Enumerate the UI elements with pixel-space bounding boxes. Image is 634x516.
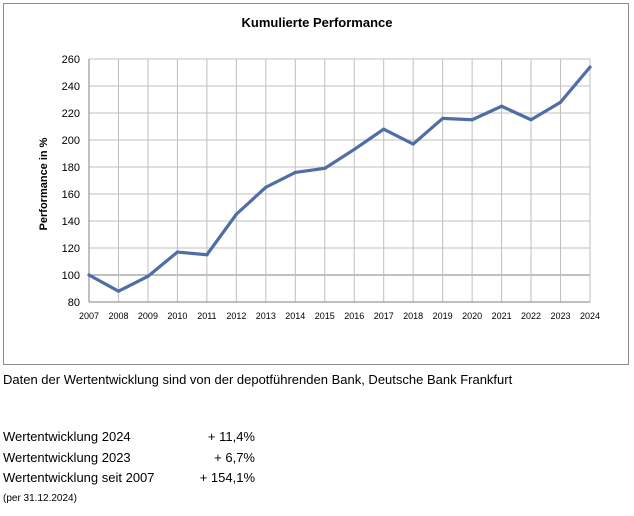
x-tick-label: 2013 (256, 311, 276, 321)
data-point (382, 127, 386, 131)
data-point (441, 116, 445, 120)
y-tick-label: 220 (62, 108, 80, 120)
x-tick-label: 2014 (285, 311, 305, 321)
x-tick-label: 2023 (551, 311, 571, 321)
stat-row-since-2007: Wertentwicklung seit 2007 + 154,1% (3, 470, 255, 488)
y-axis-label: Performance in % (38, 137, 50, 230)
series-line (87, 65, 592, 293)
data-point (529, 118, 533, 122)
x-tick-label: 2012 (226, 311, 246, 321)
stat-row-2024: Wertentwicklung 2024 + 11,4% (3, 429, 255, 447)
x-tick-label: 2010 (167, 311, 187, 321)
stat-label: Wertentwicklung 2023 (3, 450, 131, 465)
x-tick-label: 2008 (108, 311, 128, 321)
x-tick-label: 2016 (344, 311, 364, 321)
x-tick-label: 2009 (138, 311, 158, 321)
y-tick-label: 200 (62, 135, 80, 147)
performance-chart: Kumulierte Performance 80 100 120 140 160 180… (38, 15, 600, 321)
y-tick-label: 100 (62, 270, 80, 282)
x-tick-label: 2017 (374, 311, 394, 321)
x-tick-label: 2007 (79, 311, 99, 321)
chart-frame: Kumulierte Performance 80 100 120 140 160 180… (3, 3, 629, 365)
x-tick-label: 2018 (403, 311, 423, 321)
y-tick-label: 80 (68, 297, 80, 309)
x-tick-label: 2024 (580, 311, 600, 321)
data-point (499, 104, 504, 108)
y-tick-label: 240 (62, 81, 80, 93)
data-point (205, 253, 209, 257)
stat-value: + 154,1% (199, 470, 255, 485)
data-point (323, 166, 327, 170)
y-tick-label: 140 (62, 216, 80, 228)
x-tick-label: 2015 (315, 311, 335, 321)
stat-label: Wertentwicklung seit 2007 (3, 470, 155, 485)
data-point (175, 250, 180, 254)
data-point (116, 289, 121, 293)
data-point (411, 142, 415, 146)
y-tick-label: 120 (62, 243, 80, 255)
data-point (352, 147, 356, 152)
chart-title: Kumulierte Performance (242, 15, 393, 30)
data-point (588, 65, 592, 69)
data-point (146, 274, 150, 278)
x-tick-label: 2021 (492, 311, 512, 321)
x-tick-label: 2019 (433, 311, 453, 321)
stat-value: + 11,4% (207, 429, 255, 444)
source-note: Daten der Wertentwicklung sind von der d… (3, 372, 513, 387)
as-of-date: (per 31.12.2024) (3, 493, 77, 504)
x-tick-label: 2020 (462, 311, 482, 321)
data-point (87, 273, 91, 277)
y-tick-label: 160 (62, 189, 80, 201)
x-tick-label: 2022 (521, 311, 541, 321)
data-point (234, 212, 238, 216)
y-tick-label: 260 (62, 54, 80, 66)
data-point (558, 100, 563, 104)
stat-label: Wertentwicklung 2024 (3, 429, 131, 444)
data-point (470, 118, 474, 122)
data-point (293, 170, 297, 174)
data-point (264, 185, 268, 189)
x-tick-label: 2011 (197, 311, 216, 321)
stat-row-2023: Wertentwicklung 2023 + 6,7% (3, 450, 255, 468)
y-tick-label: 180 (62, 162, 80, 174)
stat-value: + 6,7% (214, 450, 255, 465)
